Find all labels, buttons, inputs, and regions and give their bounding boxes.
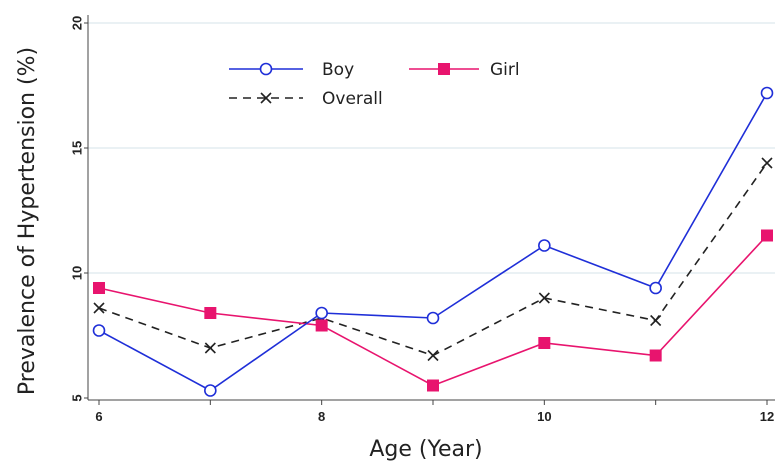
axes [87,15,775,401]
x-axis-title: Age (Year) [369,437,482,462]
data-point-overall [427,349,439,362]
series-overall [93,157,773,362]
x-tick-label: 8 [318,409,325,424]
y-tick-labels: 5 10 15 20 [69,16,88,402]
series-line-overall [98,162,768,357]
legend-marker-overall [260,92,272,104]
data-point-overall [204,342,216,354]
data-point-girl [204,307,217,319]
y-tick-label: 10 [69,266,84,280]
y-tick-label: 15 [69,141,84,155]
data-point-girl [427,379,439,392]
series-line-boy [98,92,768,392]
data-point-overall [93,302,105,314]
data-point-boy [649,281,662,295]
data-point-girl [538,337,551,349]
data-point-girl [93,282,105,294]
legend: Boy Girl Overall [229,60,520,109]
data-point-boy [92,324,106,337]
legend-item-overall: Overall [229,89,383,109]
legend-label-overall: Overall [322,89,383,109]
x-tick-label: 12 [760,409,774,424]
y-tick-label: 5 [69,394,84,401]
data-point-boy [760,86,774,100]
data-point-overall [761,157,773,169]
data-point-boy [426,311,440,325]
x-tick-label: 6 [95,409,102,424]
legend-marker-boy [259,62,273,76]
series-girl [93,229,773,392]
series-line-girl [98,234,768,387]
legend-label-girl: Girl [490,60,520,80]
data-point-girl [315,319,328,332]
data-point-overall [650,314,662,327]
x-tick-labels: 6 8 10 12 [95,400,774,424]
x-tick-label: 10 [537,409,551,424]
legend-item-boy: Boy [229,60,354,80]
y-tick-label: 20 [69,16,84,30]
legend-marker-girl [438,63,450,75]
data-point-boy [204,384,217,397]
data-point-girl [649,349,662,362]
series-boy [92,86,774,397]
gridlines [88,22,775,274]
data-point-overall [538,292,550,304]
y-axis-title: Prevalence of Hypertension (%) [15,47,40,395]
legend-item-girl: Girl [409,60,520,80]
data-point-boy [538,239,551,252]
data-point-boy [315,306,328,320]
legend-label-boy: Boy [322,60,354,80]
series-layer [92,86,774,397]
data-point-girl [761,229,773,242]
